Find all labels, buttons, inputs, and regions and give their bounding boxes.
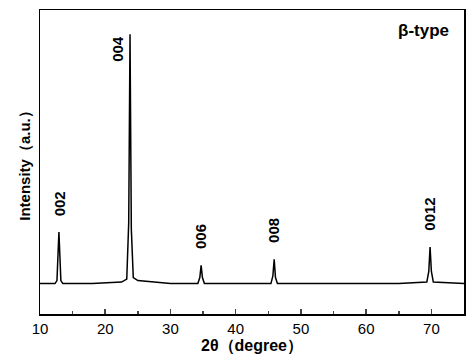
svg-text:004: 004 — [109, 36, 126, 62]
svg-text:50: 50 — [293, 320, 310, 337]
svg-text:40: 40 — [227, 320, 244, 337]
svg-text:60: 60 — [358, 320, 375, 337]
svg-text:006: 006 — [192, 224, 209, 249]
svg-text:β-type: β-type — [398, 21, 449, 40]
svg-text:70: 70 — [423, 320, 440, 337]
svg-text:002: 002 — [51, 191, 68, 216]
svg-text:30: 30 — [162, 320, 179, 337]
svg-text:20: 20 — [97, 320, 114, 337]
svg-text:Intensity（a.u.）: Intensity（a.u.） — [16, 103, 33, 221]
svg-text:2θ（degree）: 2θ（degree） — [201, 337, 303, 355]
svg-text:008: 008 — [265, 218, 282, 243]
svg-text:10: 10 — [32, 320, 49, 337]
svg-text:0012: 0012 — [421, 197, 438, 230]
